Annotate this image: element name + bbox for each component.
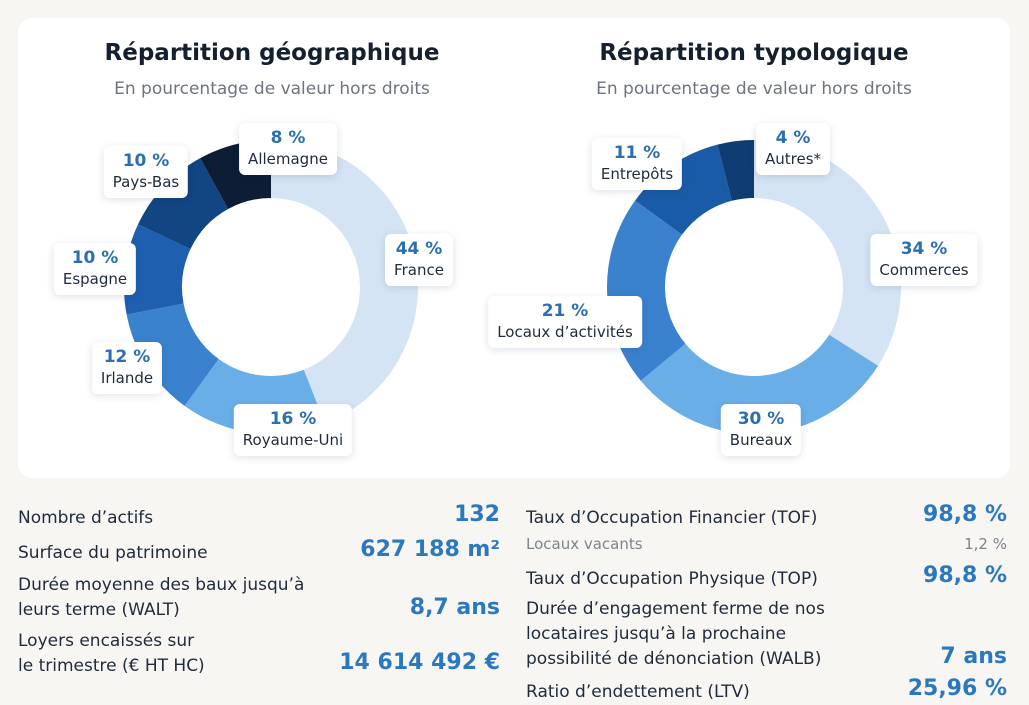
stat-value-locaux-vacants: 1,2 % bbox=[964, 535, 1007, 553]
stat-value-ltv: 25,96 % bbox=[907, 676, 1007, 701]
stat-label-top: Taux d’Occupation Physique (TOP) bbox=[526, 569, 818, 589]
typo-label-value: 11 % bbox=[613, 143, 661, 163]
typo-label-autres: 4 % Autres* bbox=[755, 123, 831, 175]
stat-label-nombre-actifs: Nombre d’actifs bbox=[18, 508, 154, 528]
typo-chart-subtitle: En pourcentage de valeur hors droits bbox=[596, 79, 912, 99]
geo-chart-title: Répartition géographique bbox=[104, 40, 440, 66]
typo-slice-entrepots bbox=[635, 144, 732, 235]
geo-label-name: Allemagne bbox=[248, 150, 328, 168]
typo-slice-bureaux bbox=[640, 334, 879, 434]
stat-label-walt: Durée moyenne des baux jusqu’à leurs ter… bbox=[18, 573, 304, 623]
stat-value-top: 98,8 % bbox=[923, 563, 1007, 588]
typo-slice-commerces bbox=[754, 140, 901, 366]
typo-slice-autres bbox=[717, 140, 754, 201]
stat-value-surface: 627 188 m² bbox=[360, 537, 500, 562]
typo-label-value: 4 % bbox=[775, 128, 811, 148]
geo-label-value: 10 % bbox=[71, 248, 119, 268]
geo-chart-subtitle: En pourcentage de valeur hors droits bbox=[114, 79, 430, 99]
geo-label-irlande: 12 % Irlande bbox=[91, 342, 163, 394]
typo-label-name: Commerces bbox=[879, 261, 969, 279]
geo-label-name: France bbox=[394, 261, 444, 279]
stat-value-tof: 98,8 % bbox=[923, 502, 1007, 527]
stat-label-loyers: Loyers encaissés sur le trimestre (€ HT … bbox=[18, 629, 205, 679]
stat-value-walt: 8,7 ans bbox=[409, 595, 500, 620]
typo-label-locaux-d-activites: 21 % Locaux d’activités bbox=[488, 296, 642, 348]
geo-label-value: 10 % bbox=[122, 151, 170, 171]
geo-label-allemagne: 8 % Allemagne bbox=[239, 123, 337, 175]
geo-label-value: 8 % bbox=[270, 128, 306, 148]
typo-label-name: Autres* bbox=[764, 150, 822, 168]
stat-label-walb: Durée d’engagement ferme de nos locatair… bbox=[526, 597, 825, 672]
stat-value-walb: 7 ans bbox=[940, 644, 1007, 669]
geo-label-name: Royaume-Uni bbox=[242, 431, 344, 449]
stat-label-walb-line2: locataires jusqu’à la prochaine bbox=[526, 624, 787, 644]
typo-chart-title: Répartition typologique bbox=[599, 40, 909, 66]
stat-label-walb-line1: Durée d’engagement ferme de nos bbox=[526, 599, 825, 619]
geo-label-value: 44 % bbox=[395, 239, 443, 259]
stat-label-loyers-line1: Loyers encaissés sur bbox=[18, 631, 195, 651]
geo-slice-france bbox=[271, 140, 419, 424]
geo-label-value: 12 % bbox=[103, 347, 151, 367]
typo-label-bureaux: 30 % Bureaux bbox=[720, 404, 802, 456]
typo-label-entrepots: 11 % Entrepôts bbox=[591, 138, 683, 190]
geo-label-name: Espagne bbox=[62, 270, 128, 288]
stat-label-locaux-vacants: Locaux vacants bbox=[526, 535, 643, 553]
typo-label-value: 30 % bbox=[737, 409, 785, 429]
typo-label-value: 21 % bbox=[541, 301, 589, 321]
typo-label-name: Entrepôts bbox=[600, 165, 674, 183]
stat-value-loyers: 14 614 492 € bbox=[339, 650, 500, 675]
geo-label-value: 16 % bbox=[269, 409, 317, 429]
geo-label-royaume-uni: 16 % Royaume-Uni bbox=[233, 404, 353, 456]
geo-label-france: 44 % France bbox=[385, 234, 453, 286]
typo-label-value: 34 % bbox=[900, 239, 948, 259]
stat-label-ltv: Ratio d’endettement (LTV) bbox=[526, 682, 750, 702]
stat-label-walt-line1: Durée moyenne des baux jusqu’à bbox=[18, 575, 305, 595]
geo-label-espagne: 10 % Espagne bbox=[53, 243, 137, 295]
geo-label-name: Pays-Bas bbox=[112, 173, 180, 191]
stat-value-nombre-actifs: 132 bbox=[454, 502, 500, 527]
typo-label-name: Bureaux bbox=[729, 431, 793, 449]
stat-label-surface: Surface du patrimoine bbox=[18, 543, 208, 563]
geo-label-name: Irlande bbox=[100, 369, 154, 387]
geo-slice-irlande bbox=[126, 303, 219, 406]
stat-label-walb-line3: possibilité de dénonciation (WALB) bbox=[526, 649, 822, 669]
stat-label-walt-line2: leurs terme (WALT) bbox=[18, 600, 180, 620]
stat-label-loyers-line2: le trimestre (€ HT HC) bbox=[18, 656, 205, 676]
geo-slice-espagne bbox=[123, 224, 191, 315]
typo-label-name: Locaux d’activités bbox=[497, 323, 633, 341]
geo-slice-pays-bas bbox=[137, 158, 229, 250]
geo-label-pays-bas: 10 % Pays-Bas bbox=[103, 146, 189, 198]
typo-label-commerces: 34 % Commerces bbox=[870, 234, 978, 286]
stat-label-tof: Taux d’Occupation Financier (TOF) bbox=[526, 508, 818, 528]
